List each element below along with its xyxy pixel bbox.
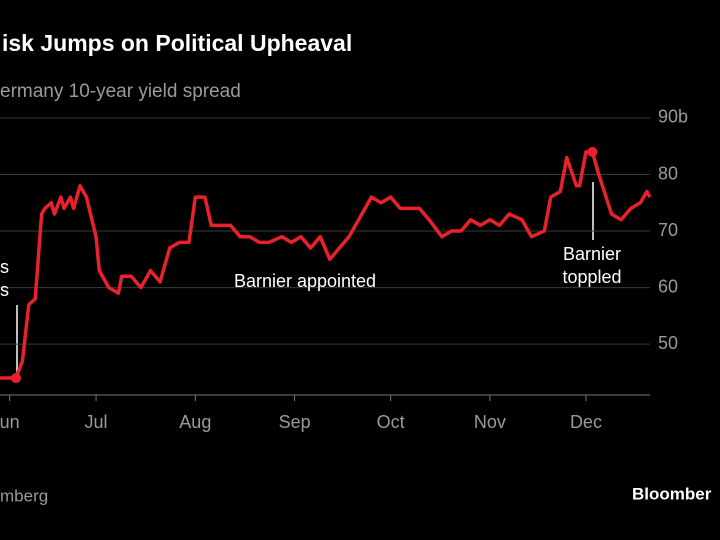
x-tick-label: Dec bbox=[570, 412, 602, 432]
y-tick-label: 90b bbox=[658, 107, 688, 127]
x-tick-label: un bbox=[0, 412, 20, 432]
chart-subtitle: ermany 10-year yield spread bbox=[0, 81, 241, 102]
annotation: s bbox=[0, 280, 9, 300]
y-tick-label: 80 bbox=[658, 163, 678, 183]
chart-title: isk Jumps on Political Upheaval bbox=[2, 30, 352, 56]
annotation: toppled bbox=[562, 267, 621, 287]
highlight-dot bbox=[587, 146, 598, 157]
annotation: Barnier bbox=[563, 244, 621, 264]
annotation: Barnier appointed bbox=[234, 271, 376, 291]
annotation: s bbox=[0, 257, 9, 277]
x-tick-label: Oct bbox=[377, 412, 405, 432]
y-tick-label: 50 bbox=[658, 333, 678, 353]
y-tick-label: 70 bbox=[658, 220, 678, 240]
x-tick-label: Nov bbox=[474, 412, 506, 432]
line-series bbox=[0, 150, 652, 380]
logo: Bloomber bbox=[632, 484, 712, 503]
source: mberg bbox=[0, 486, 48, 505]
highlight-dot bbox=[11, 373, 22, 384]
x-tick-label: Aug bbox=[179, 412, 211, 432]
x-tick-label: Jul bbox=[85, 412, 108, 432]
x-tick-label: Sep bbox=[279, 412, 311, 432]
y-tick-label: 60 bbox=[658, 276, 678, 296]
